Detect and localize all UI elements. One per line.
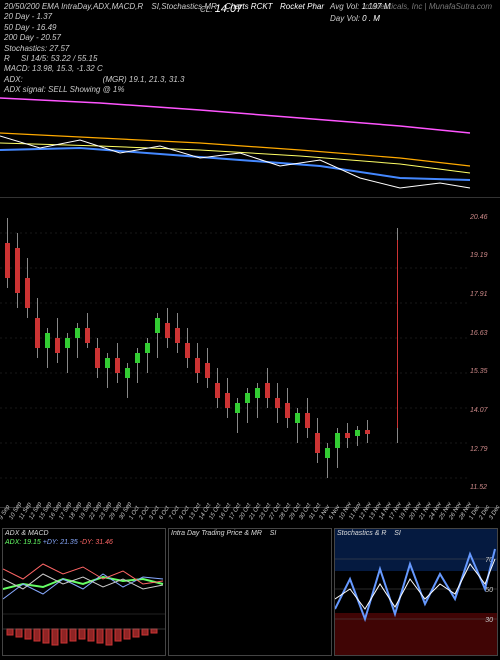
rsi-pre: R xyxy=(4,54,10,63)
stoch: Stochastics: 27.57 xyxy=(4,44,496,54)
y-tick: 12.79 xyxy=(470,446,500,453)
ma-chart xyxy=(0,88,500,198)
cl-label: CL: xyxy=(200,5,212,14)
dayvol-label: Day Vol: xyxy=(330,14,360,23)
stochastics-panel: Stochastics & R SI 705030 xyxy=(334,528,498,656)
date-axis: 9 Sep10 Sep11 Sep12 Sep15 Sep16 Sep17 Se… xyxy=(0,508,500,526)
chart-header: 20/50/200 EMA IntraDay,ADX,MACD,R SI,Sto… xyxy=(0,0,500,88)
y-tick: 11.52 xyxy=(470,484,500,491)
d20: 20 Day - 1.37 xyxy=(4,12,496,22)
watermark: maceuticals, Inc | MunafaSutra.com xyxy=(365,2,492,12)
svg-text:50: 50 xyxy=(485,587,493,594)
stoch-title: Stochastics & R xyxy=(337,530,386,537)
price-y-axis: 20.46 19.19 17.91 16.63 15.35 14.07 12.79 11.52 xyxy=(468,198,500,507)
y-tick: 15.35 xyxy=(470,368,500,375)
svg-text:30: 30 xyxy=(485,617,493,624)
adx-mgr: (MGR) 19.1, 21.3, 31.3 xyxy=(103,75,185,84)
dayvol-value: 0 . M xyxy=(362,14,380,23)
d200: 200 Day - 20.57 xyxy=(4,33,496,43)
title-left: 20/50/200 EMA IntraDay,ADX,MACD,R xyxy=(4,2,143,11)
adx-info: ADX: 19.15 +DY: 21.35 -DY: 31.46 xyxy=(5,539,113,546)
d50: 50 Day - 16.49 xyxy=(4,23,496,33)
y-tick: 14.07 xyxy=(470,407,500,414)
y-tick: 16.63 xyxy=(470,330,500,337)
rsi-main: SI 14/5: 53.22 / 55.15 xyxy=(21,54,98,63)
moving-avg-panel xyxy=(0,88,500,198)
macd: MACD: 13.98, 15.3, -1.32 C xyxy=(4,64,496,74)
indicator-row: ADX & MACD ADX: 19.15 +DY: 21.35 -DY: 31… xyxy=(0,526,500,658)
cl-value: 14.07 xyxy=(215,3,243,15)
y-tick: 17.91 xyxy=(470,291,500,298)
candlestick-panel: 20.46 19.19 17.91 16.63 15.35 14.07 12.79 11.52 xyxy=(0,198,500,508)
intraday-sub: SI xyxy=(270,530,277,537)
adx-chart xyxy=(3,529,166,656)
page-label: Rocket Phar xyxy=(280,2,324,11)
intraday-title: Intra Day Trading Price & MR xyxy=(171,530,262,537)
adx-macd-panel: ADX & MACD ADX: 19.15 +DY: 21.35 -DY: 31… xyxy=(2,528,166,656)
intraday-panel: Intra Day Trading Price & MR SI xyxy=(168,528,332,656)
adx: ADX: xyxy=(4,75,23,84)
y-tick: 19.19 xyxy=(470,252,500,259)
avgvol-label: Avg Vol: xyxy=(330,2,359,11)
stoch-sub: SI xyxy=(394,530,401,537)
stoch-chart: 705030 xyxy=(335,529,498,656)
price-chart xyxy=(0,198,468,508)
y-tick: 20.46 xyxy=(470,214,500,221)
adx-title: ADX & MACD xyxy=(5,530,49,537)
